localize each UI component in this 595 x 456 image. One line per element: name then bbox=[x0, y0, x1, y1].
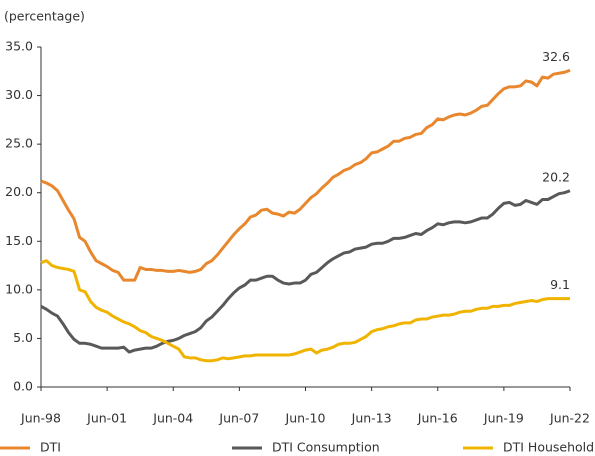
x-tick-label: Jun-04 bbox=[152, 411, 193, 426]
x-tick-label: Jun-98 bbox=[20, 411, 61, 426]
data-label: 32.6 bbox=[542, 49, 570, 64]
data-label: 20.2 bbox=[542, 169, 570, 184]
y-tick-label: 35.0 bbox=[5, 39, 33, 54]
legend-label: DTI Household bbox=[503, 440, 594, 455]
y-tick-label: 30.0 bbox=[5, 87, 33, 102]
x-tick-label: Jun-19 bbox=[483, 411, 524, 426]
x-tick-label: Jun-01 bbox=[86, 411, 127, 426]
y-tick-label: 5.0 bbox=[13, 330, 33, 345]
y-tick-label: 15.0 bbox=[5, 233, 33, 248]
y-tick-label: 20.0 bbox=[5, 184, 33, 199]
y-axis-label: (percentage) bbox=[4, 9, 85, 24]
x-tick-label: Jun-07 bbox=[218, 411, 259, 426]
x-tick-label: Jun-10 bbox=[285, 411, 326, 426]
line bbox=[40, 189, 571, 354]
legend-label: DTI Consumption bbox=[272, 440, 380, 455]
x-tick-label: Jun-22 bbox=[549, 411, 590, 426]
legend-label: DTI bbox=[40, 440, 61, 455]
y-tick-label: 10.0 bbox=[5, 281, 33, 296]
line bbox=[40, 68, 571, 282]
x-tick-label: Jun-16 bbox=[417, 411, 458, 426]
line bbox=[40, 259, 570, 363]
y-tick-label: 0.0 bbox=[13, 379, 33, 394]
y-tick-label: 25.0 bbox=[5, 136, 33, 151]
x-tick-label: Jun-13 bbox=[351, 411, 392, 426]
data-label: 9.1 bbox=[550, 277, 570, 292]
